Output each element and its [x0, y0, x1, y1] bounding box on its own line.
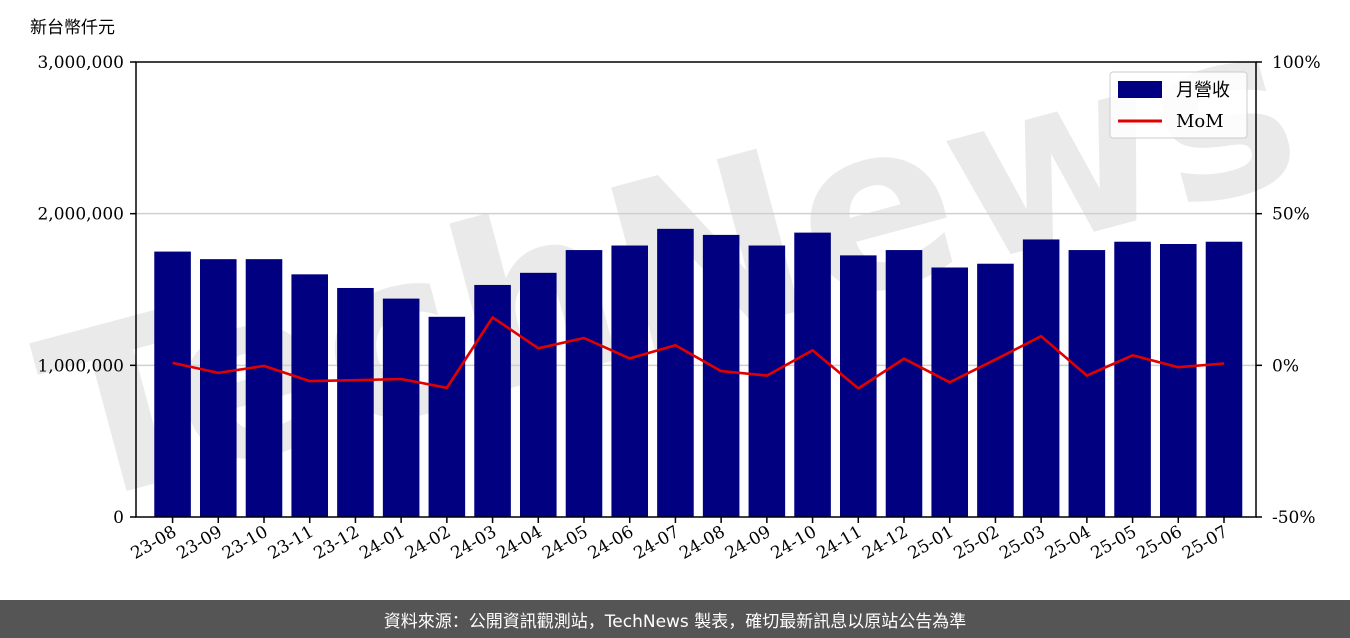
x-tick-label: 25-01: [905, 522, 957, 564]
bar: [1068, 250, 1106, 518]
bar: [474, 284, 511, 517]
bar: [565, 250, 603, 518]
bar: [931, 267, 968, 517]
y-axis-unit-label: 新台幣仟元: [30, 18, 115, 38]
x-tick-label: 23-12: [310, 522, 362, 564]
x-tick-label: 25-06: [1133, 522, 1185, 564]
x-tick-label: 24-04: [493, 522, 545, 564]
x-tick-label: 24-05: [539, 522, 591, 564]
x-tick-label: 24-12: [859, 522, 911, 564]
bar: [200, 259, 237, 517]
bar: [245, 259, 283, 517]
x-tick-label: 24-02: [402, 522, 454, 564]
x-tick-label: 24-08: [676, 522, 728, 564]
legend: 月營收 MoM: [1109, 71, 1248, 139]
x-tick-label: 24-03: [448, 522, 500, 564]
x-tick-label: 25-05: [1088, 522, 1140, 564]
plot-frame: [135, 61, 1257, 518]
x-tick-label: 24-06: [585, 522, 637, 564]
x-tick-label: 24-09: [722, 522, 774, 564]
mom-line: [172, 316, 1225, 390]
legend-swatch-bar: [1118, 81, 1162, 98]
bar: [885, 250, 923, 518]
x-tick-label: 24-11: [813, 522, 865, 564]
legend-label-bar: 月營收: [1176, 80, 1230, 101]
bar: [291, 274, 328, 517]
bar: [702, 234, 740, 517]
y-left-tick-label: 1,000,000: [37, 356, 124, 376]
bar: [382, 298, 420, 517]
bar: [520, 272, 557, 517]
bar: [337, 287, 374, 517]
bar: [977, 263, 1014, 517]
bar: [1114, 241, 1151, 517]
source-text: 資料來源：公開資訊觀測站，TechNews 製表，確切最新訊息以原站公告為準: [383, 611, 967, 632]
x-tick-label: 24-10: [768, 522, 820, 564]
bar: [748, 245, 786, 517]
bar: [840, 255, 877, 517]
source-footer: 資料來源：公開資訊觀測站，TechNews 製表，確切最新訊息以原站公告為準: [0, 600, 1350, 638]
x-tick-label: 25-04: [1042, 522, 1094, 564]
bar: [1205, 241, 1243, 517]
bar: [1022, 239, 1060, 517]
x-tick-label: 24-01: [356, 522, 408, 564]
y-right-tick-label: 0%: [1272, 356, 1299, 376]
bar: [611, 245, 648, 517]
bar: [794, 232, 831, 517]
x-tick-label: 25-07: [1179, 522, 1231, 564]
bar: [1160, 244, 1197, 517]
legend-label-line: MoM: [1176, 111, 1224, 132]
y-right-tick-label: 100%: [1272, 53, 1321, 73]
y-right-tick-label: 50%: [1272, 205, 1310, 225]
y-left-tick-label: 3,000,000: [37, 53, 124, 73]
x-tick-label: 25-03: [996, 522, 1048, 564]
x-tick-label: 23-11: [265, 522, 317, 564]
mom-line-series: [172, 316, 1225, 390]
chart: 新台幣仟元 TechNews 01,000,0002,000,0003,000,…: [17, 0, 1323, 564]
bar: [657, 228, 694, 518]
x-tick-label: 24-07: [630, 522, 682, 564]
bar: [154, 251, 191, 518]
y-right-tick-label: -50%: [1272, 508, 1316, 528]
y-left-tick-label: 2,000,000: [37, 205, 124, 225]
y-left-tick-label: 0: [113, 508, 124, 528]
x-tick-label: 25-02: [950, 522, 1002, 564]
bar-series: [154, 228, 1243, 518]
bar: [428, 316, 466, 517]
x-tick-label: 23-10: [219, 522, 271, 564]
